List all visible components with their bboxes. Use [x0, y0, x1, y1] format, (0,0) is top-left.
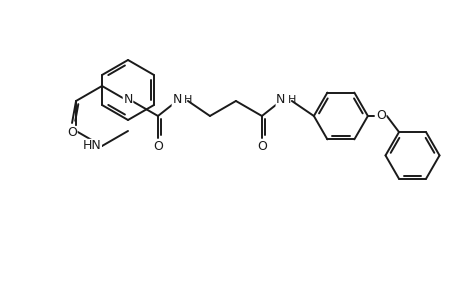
Text: O: O — [153, 140, 162, 154]
Text: N: N — [123, 94, 132, 106]
Text: O: O — [375, 110, 385, 122]
Text: N: N — [275, 94, 285, 106]
Text: HN: HN — [83, 140, 101, 152]
Text: O: O — [67, 127, 77, 140]
Text: N: N — [172, 94, 181, 106]
Text: H: H — [287, 95, 296, 105]
Text: O: O — [257, 140, 266, 154]
Text: H: H — [184, 95, 192, 105]
